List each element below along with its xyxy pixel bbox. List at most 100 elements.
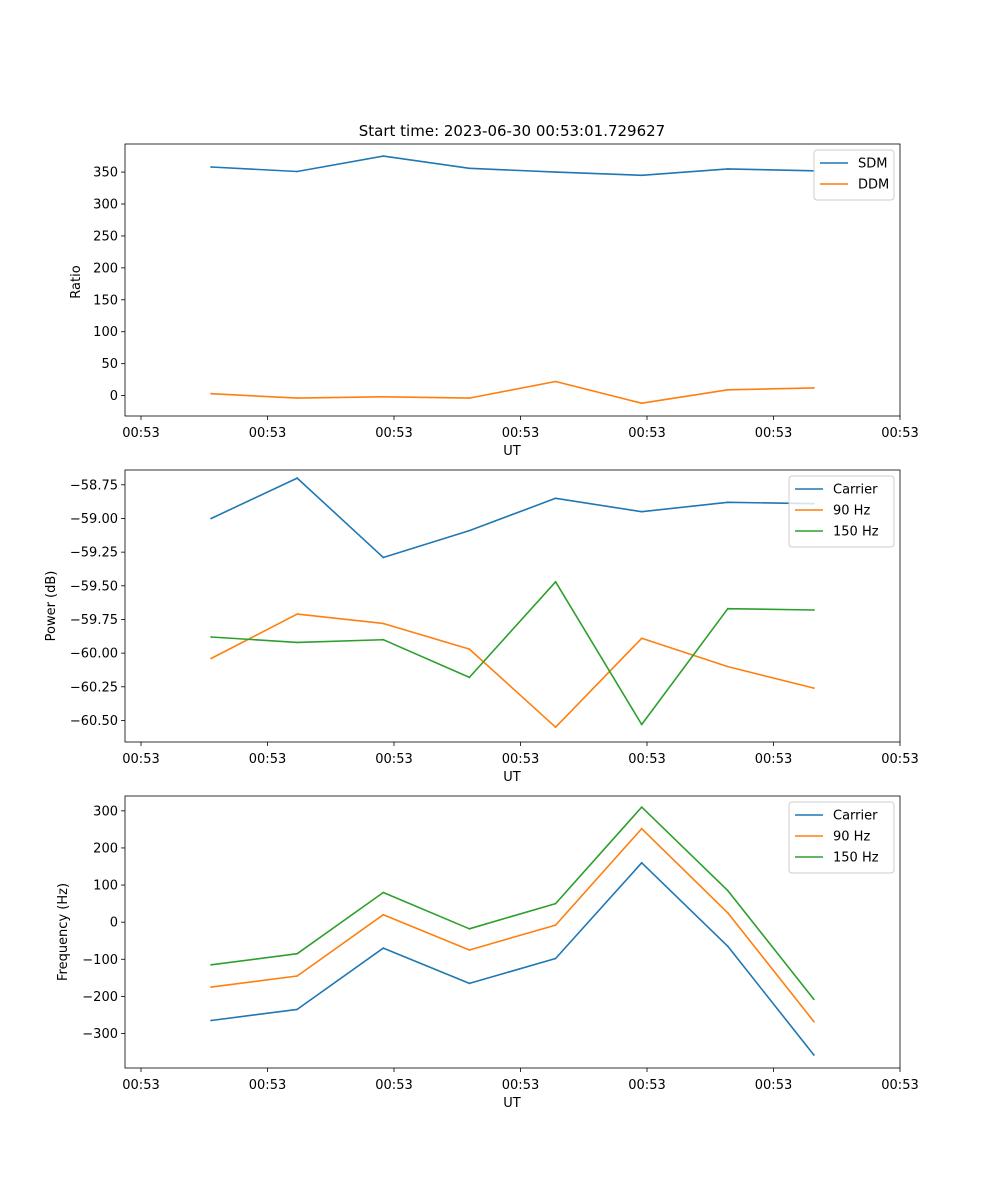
- power-data-point: [296, 613, 299, 615]
- power-y-tick-label: −60.50: [70, 714, 118, 729]
- ratio-legend-label: SDM: [858, 157, 887, 172]
- ratio-series-line-0: [211, 155, 814, 177]
- ratio-legend: SDM DDM: [813, 149, 895, 201]
- frequency-data-point: [726, 889, 729, 892]
- power-data-point: [812, 609, 815, 611]
- power-data-point: [296, 641, 299, 644]
- ratio-y-tick-label: 100: [93, 325, 118, 340]
- frequency-data-point: [812, 1054, 815, 1056]
- ratio-x-tick-label: 00:53: [122, 426, 159, 441]
- power-y-tick-label: −59.00: [70, 512, 118, 527]
- frequency-x-tick-label: 00:53: [628, 1078, 665, 1093]
- frequency-data-point: [554, 924, 557, 927]
- power-legend-label: 150 Hz: [833, 525, 879, 540]
- frequency-data-point: [640, 861, 643, 864]
- frequency-legend-label: Carrier: [833, 809, 878, 824]
- ratio-data-point: [468, 167, 471, 170]
- power-axes-frame: [124, 469, 901, 743]
- ratio-x-axis-label: UT: [503, 444, 521, 459]
- frequency-x-axis-label: UT: [503, 1096, 521, 1111]
- power-series-line-2: [211, 580, 814, 726]
- power-y-tick-label: −59.75: [70, 613, 118, 628]
- power-x-tick-label: 00:53: [375, 752, 412, 767]
- power-plot-lines: [210, 477, 815, 729]
- ratio-y-tick-label: 300: [93, 198, 118, 213]
- power-data-point: [468, 648, 471, 650]
- frequency-data-point: [726, 911, 729, 914]
- power-data-point: [726, 607, 729, 610]
- ratio-y-axis-label: Ratio: [69, 265, 84, 298]
- power-y-axis-label: Power (dB): [44, 571, 59, 642]
- power-data-point: [554, 497, 557, 500]
- frequency-data-point: [382, 913, 385, 916]
- frequency-data-point: [640, 827, 643, 830]
- frequency-data-point: [468, 982, 471, 985]
- subplot-power: −60.50 −60.25 −60.00 −59.75 −59.50 −59.25 −59.…: [44, 469, 919, 785]
- ratio-data-point: [210, 392, 213, 395]
- power-x-tick-label: 00:53: [502, 752, 539, 767]
- ratio-series-line-1: [211, 380, 814, 405]
- power-y-tick-label: −59.25: [70, 546, 118, 561]
- frequency-data-point: [812, 1020, 815, 1023]
- frequency-x-tick-label: 00:53: [249, 1078, 286, 1093]
- power-data-point: [210, 636, 213, 638]
- ratio-y-tick-label: 200: [93, 261, 118, 276]
- power-series-line-1: [210, 613, 815, 729]
- frequency-data-point: [382, 947, 385, 950]
- power-x-tick-label: 00:53: [755, 752, 792, 767]
- frequency-plot-lines: [210, 806, 815, 1056]
- ratio-y-tick-label: 350: [93, 166, 118, 181]
- ratio-y-tick-label: 150: [93, 293, 118, 308]
- ratio-data-point: [726, 168, 729, 170]
- ratio-x-tick-label: 00:53: [628, 426, 665, 441]
- frequency-series-line-2: [210, 806, 815, 1000]
- ratio-y-tick-label: 50: [101, 357, 118, 372]
- power-data-point: [554, 726, 557, 729]
- frequency-legend-label: 90 Hz: [833, 830, 870, 845]
- ratio-data-point: [382, 155, 385, 158]
- ratio-x-tick-label: 00:53: [375, 426, 412, 441]
- power-y-tick-label: −58.75: [70, 478, 118, 493]
- subplot-frequency: −300 −200 −100 0 100 200 300 00:53 00:53 00:53 00…: [56, 795, 919, 1111]
- power-data-point: [640, 510, 643, 513]
- ratio-x-tick-label: 00:53: [755, 426, 792, 441]
- power-data-point: [726, 501, 729, 504]
- subplot-ratio: 0 50 100 150 200 250 300 350 00:53 00:53 00:53 00:…: [69, 143, 919, 459]
- frequency-y-tick-label: 300: [93, 804, 118, 819]
- ratio-legend-label: DDM: [858, 178, 889, 193]
- power-data-point: [296, 477, 299, 479]
- frequency-y-tick-label: −200: [82, 990, 118, 1005]
- frequency-data-point: [296, 975, 299, 977]
- ratio-data-point: [726, 388, 729, 391]
- ratio-data-point: [812, 387, 815, 389]
- power-data-point: [382, 622, 385, 625]
- power-x-tick-label: 00:53: [881, 752, 918, 767]
- ratio-data-point: [468, 397, 471, 400]
- power-y-tick-label: −60.25: [70, 680, 118, 695]
- ratio-data-point: [554, 171, 557, 173]
- power-data-point: [726, 665, 729, 668]
- power-y-ticks: −60.50 −60.25 −60.00 −59.75 −59.50 −59.25 −59.…: [70, 478, 125, 729]
- frequency-data-point: [382, 891, 385, 894]
- frequency-x-tick-label: 00:53: [375, 1078, 412, 1093]
- frequency-data-point: [210, 963, 213, 966]
- chart-title: Start time: 2023-06-30 00:53:01.729627: [359, 122, 665, 140]
- ratio-data-point: [296, 170, 299, 173]
- frequency-data-point: [640, 806, 643, 809]
- ratio-axes-frame: [124, 143, 901, 417]
- power-x-tick-label: 00:53: [122, 752, 159, 767]
- power-legend-box: [788, 475, 895, 548]
- power-x-tick-label: 00:53: [628, 752, 665, 767]
- ratio-x-tick-label: 00:53: [249, 426, 286, 441]
- ratio-y-ticks: 0 50 100 150 200 250 300 350: [93, 166, 125, 404]
- power-series-line-0: [210, 477, 814, 559]
- power-legend-label: 90 Hz: [833, 504, 870, 519]
- frequency-x-tick-label: 00:53: [881, 1078, 918, 1093]
- frequency-x-tick-label: 00:53: [122, 1078, 159, 1093]
- frequency-data-point: [468, 927, 471, 930]
- frequency-y-tick-label: −300: [82, 1027, 118, 1042]
- frequency-legend: Carrier 90 Hz 150 Hz: [788, 801, 895, 874]
- ratio-plot-lines: [210, 155, 815, 405]
